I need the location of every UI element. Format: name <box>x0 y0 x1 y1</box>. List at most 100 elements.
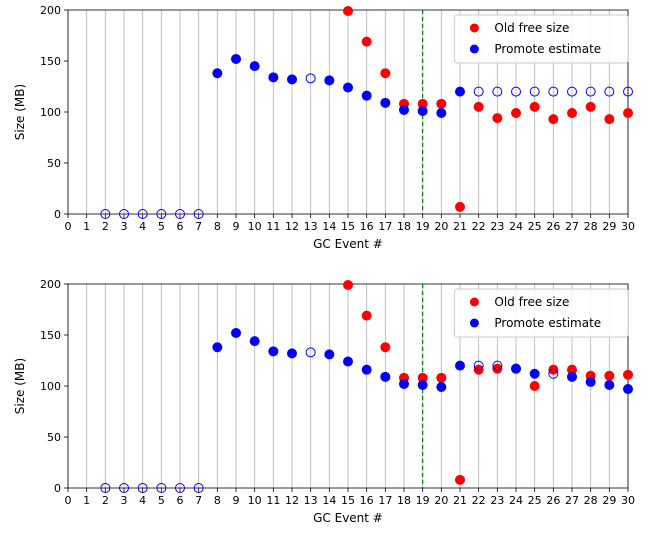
data-point <box>529 86 540 97</box>
x-tick-label: 8 <box>214 220 221 233</box>
series-promote-estimate <box>100 327 633 493</box>
x-tick-label: 17 <box>378 494 392 507</box>
data-point <box>249 61 260 72</box>
data-point <box>473 360 484 371</box>
x-tick-label: 25 <box>528 220 542 233</box>
data-point <box>175 209 185 219</box>
data-point <box>100 483 111 493</box>
x-tick-label: 9 <box>233 494 240 507</box>
data-point <box>399 104 409 115</box>
data-point <box>436 372 447 383</box>
x-axis-label: GC Event # <box>313 237 383 251</box>
data-point <box>623 108 633 119</box>
x-tick-label: 24 <box>509 494 523 507</box>
x-tick-label: 14 <box>322 494 336 507</box>
data-point <box>492 113 503 124</box>
x-tick-label: 20 <box>434 494 448 507</box>
data-point <box>287 74 297 85</box>
x-tick-label: 13 <box>304 220 318 233</box>
x-tick-label: 15 <box>341 220 355 233</box>
data-point <box>623 369 633 380</box>
data-point <box>604 86 615 97</box>
x-tick-label: 19 <box>416 220 430 233</box>
y-tick-label: 100 <box>40 106 61 119</box>
x-tick-label: 29 <box>602 220 616 233</box>
x-tick-label: 10 <box>248 220 262 233</box>
data-point <box>511 86 521 97</box>
data-point <box>212 342 223 353</box>
data-point <box>399 378 409 389</box>
x-tick-label: 28 <box>584 220 598 233</box>
x-tick-label: 6 <box>177 494 184 507</box>
x-tick-label: 3 <box>121 220 128 233</box>
data-point <box>455 360 465 371</box>
x-tick-label: 3 <box>121 494 128 507</box>
data-point <box>361 90 372 101</box>
x-tick-label: 1 <box>83 220 90 233</box>
x-tick-label: 14 <box>322 220 336 233</box>
x-tick-label: 11 <box>266 494 280 507</box>
x-tick-label: 19 <box>416 494 430 507</box>
data-point <box>305 73 316 84</box>
data-point <box>623 384 633 395</box>
y-tick-label: 0 <box>54 482 61 495</box>
data-point <box>417 105 428 116</box>
x-tick-label: 18 <box>397 494 411 507</box>
y-tick-label: 150 <box>40 55 61 68</box>
data-point <box>455 86 465 97</box>
y-tick-label: 0 <box>54 208 61 221</box>
x-tick-label: 12 <box>285 220 299 233</box>
y-axis-label: Size (MB) <box>13 358 27 414</box>
legend-marker <box>469 318 479 328</box>
data-point <box>529 368 540 379</box>
x-tick-label: 23 <box>490 494 504 507</box>
x-tick-label: 13 <box>304 494 318 507</box>
y-tick-label: 200 <box>40 278 61 291</box>
y-tick-label: 100 <box>40 380 61 393</box>
data-point <box>249 336 260 347</box>
x-tick-label: 8 <box>214 494 221 507</box>
data-point <box>380 371 391 382</box>
data-point <box>361 36 372 47</box>
chart-2: 0 1 2 3 4 5 6 7 8 9 10 11 12 13 14 15 16 17 18 19 20 21 22 23 24… <box>13 278 635 525</box>
x-tick-label: 28 <box>584 494 598 507</box>
x-tick-label: 2 <box>102 220 109 233</box>
data-point <box>324 75 335 86</box>
data-point <box>137 483 148 493</box>
data-point <box>529 381 540 391</box>
data-point <box>548 86 559 97</box>
data-point <box>604 379 615 390</box>
data-point <box>567 108 577 119</box>
x-tick-label: 21 <box>453 220 467 233</box>
data-point <box>287 348 297 359</box>
x-tick-label: 10 <box>248 494 262 507</box>
x-tick-label: 22 <box>472 494 486 507</box>
data-point <box>119 483 129 493</box>
y-tick-label: 50 <box>47 157 61 170</box>
chart-1: 0 1 2 3 4 5 6 7 8 9 10 11 12 13 14 15 16 17 18 19 20 21 22 23 24… <box>13 4 635 251</box>
y-tick-label: 50 <box>47 431 61 444</box>
data-point <box>119 209 129 219</box>
x-tick-label: 12 <box>285 494 299 507</box>
data-point <box>604 370 615 381</box>
data-point <box>100 209 111 219</box>
x-tick-label: 24 <box>509 220 523 233</box>
x-tick-label: 17 <box>378 220 392 233</box>
x-tick-label: 29 <box>602 494 616 507</box>
data-point <box>212 68 223 79</box>
data-point <box>492 360 503 371</box>
x-tick-label: 26 <box>546 220 560 233</box>
data-point <box>492 363 503 374</box>
data-point <box>305 347 316 358</box>
data-point <box>324 349 335 360</box>
legend-label: Old free size <box>494 21 569 35</box>
data-point <box>492 86 503 97</box>
x-tick-label: 26 <box>546 494 560 507</box>
x-tick-label: 2 <box>102 494 109 507</box>
y-tick-label: 150 <box>40 329 61 342</box>
x-tick-label: 18 <box>397 220 411 233</box>
data-point <box>380 342 391 353</box>
legend-marker <box>469 44 479 54</box>
y-tick-label: 200 <box>40 4 61 17</box>
